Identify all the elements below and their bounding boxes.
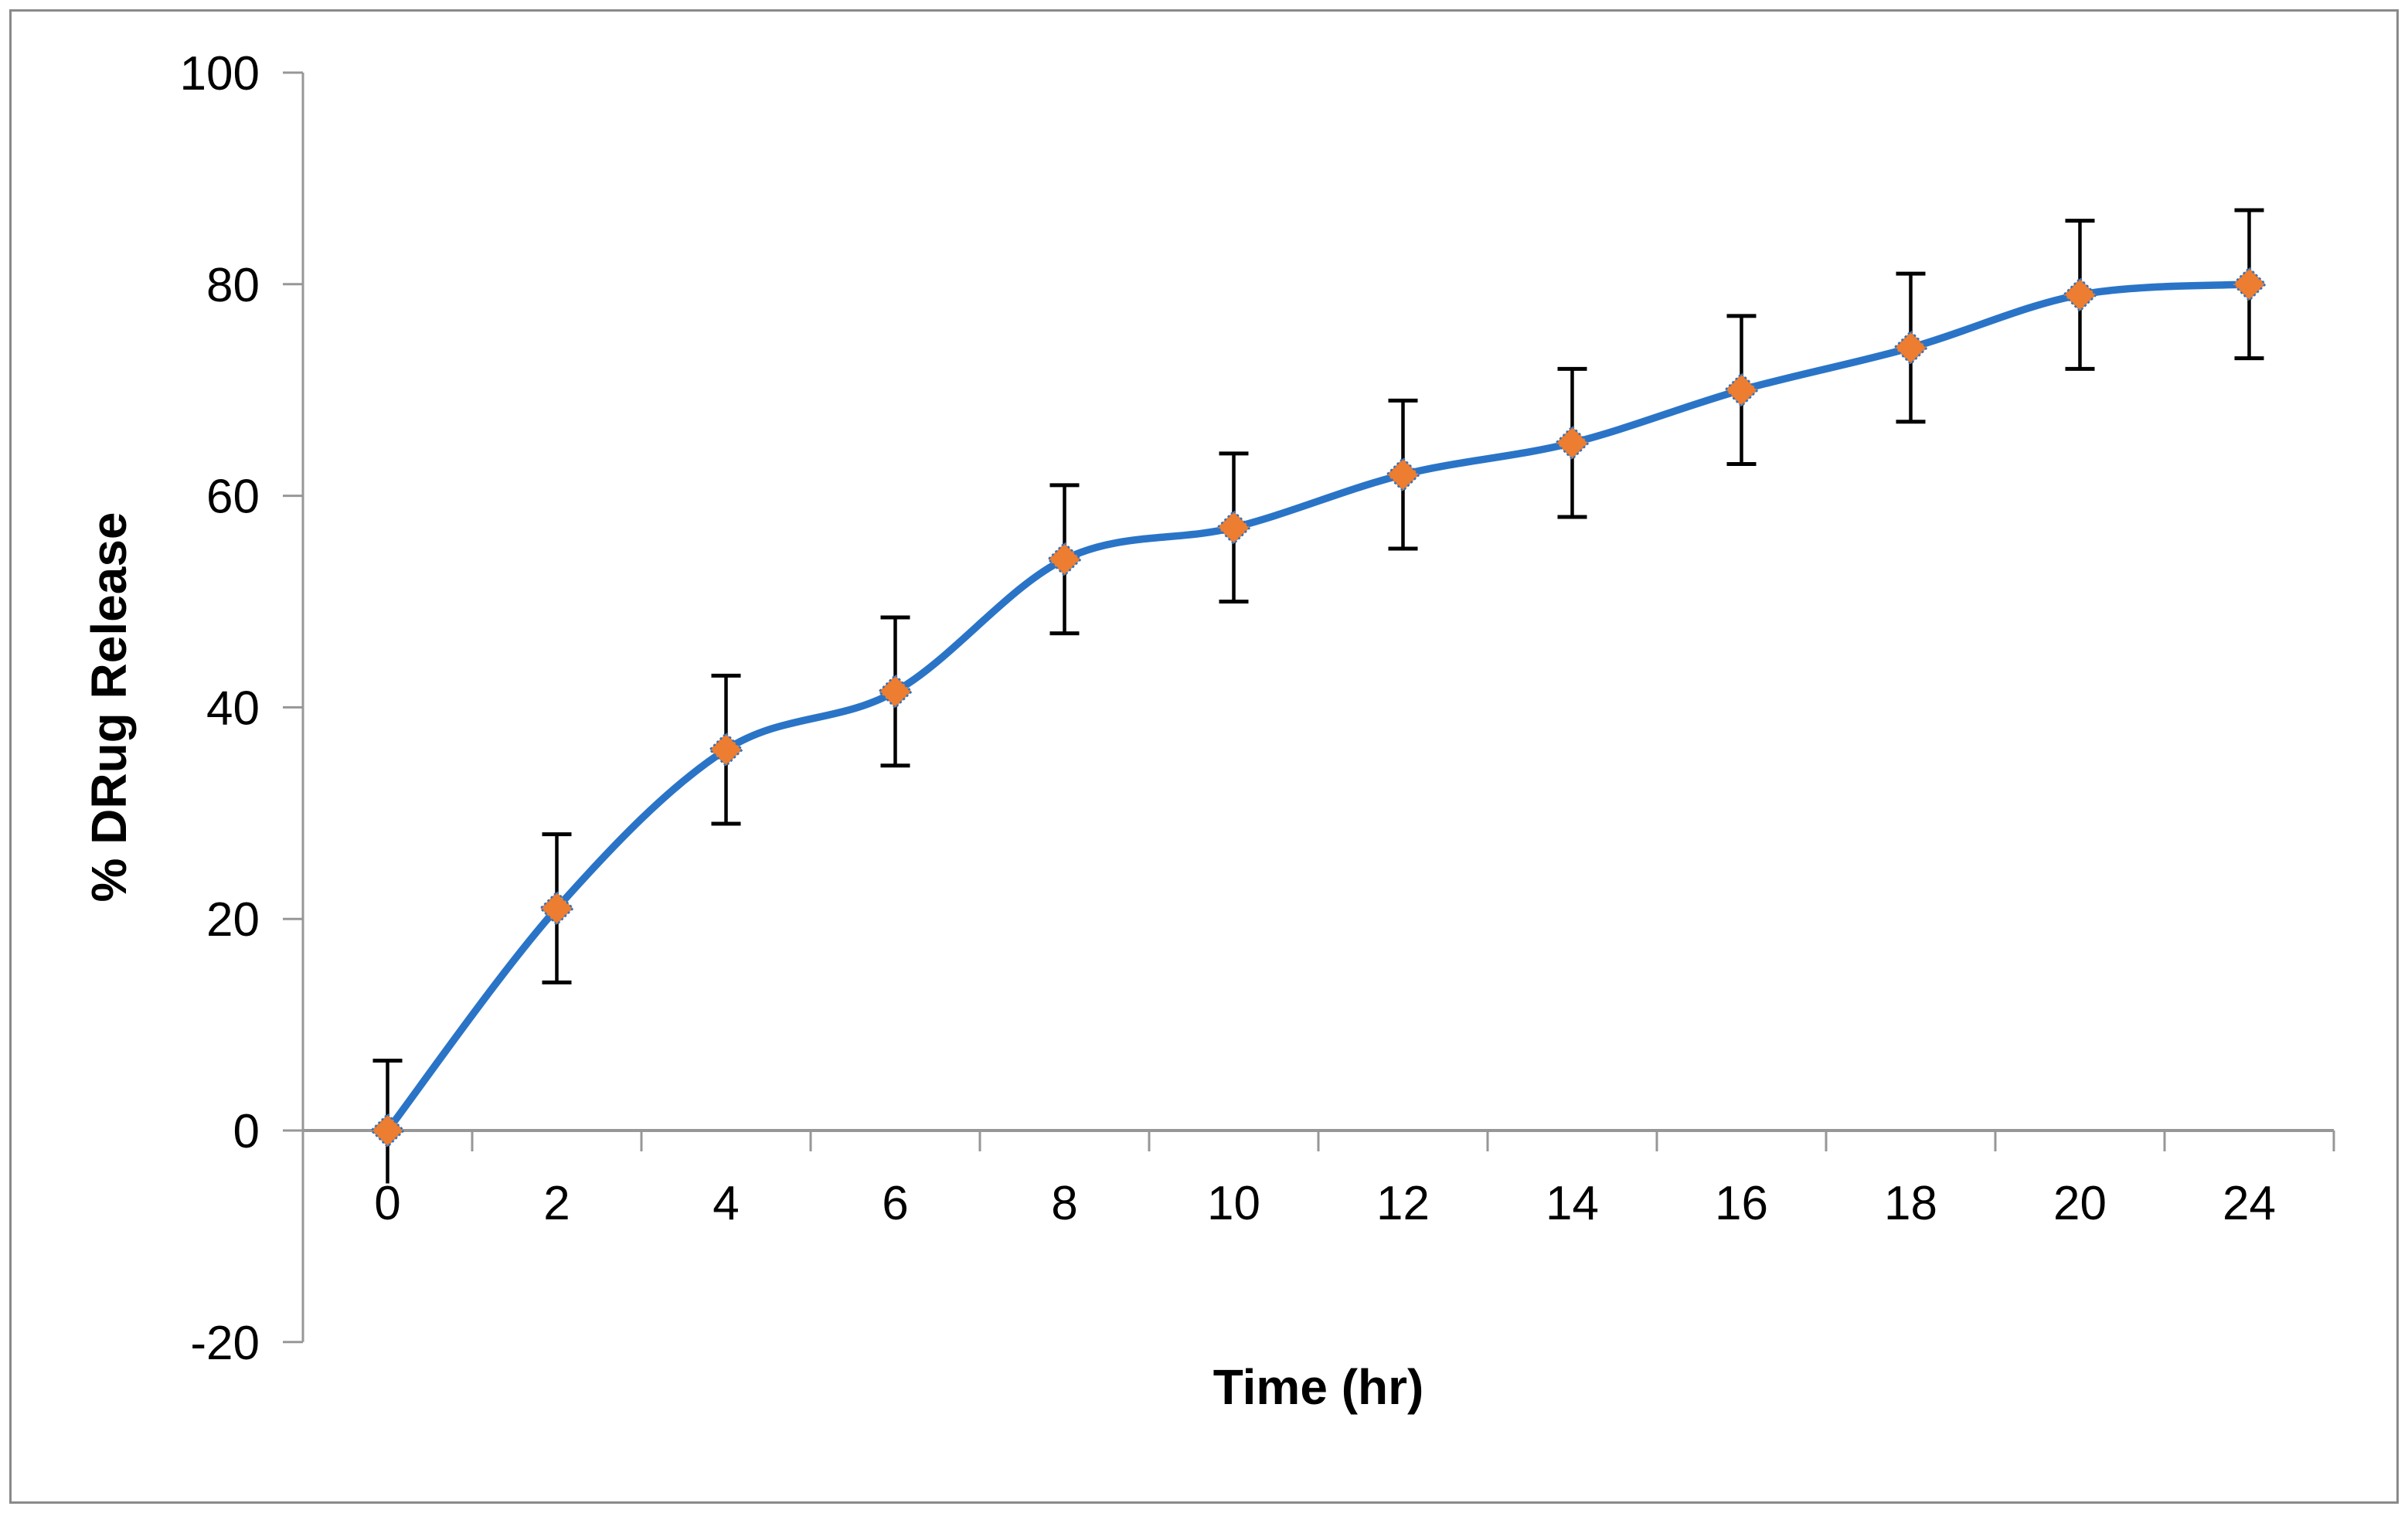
y-tick-label: 20 [206, 893, 260, 947]
data-point-marker [1723, 372, 1760, 408]
x-tick-label: 14 [1546, 1177, 1599, 1230]
data-point-marker [2231, 267, 2267, 302]
error-bars-layer [372, 208, 2264, 1184]
x-tick-label: 24 [2223, 1177, 2276, 1230]
data-point-marker [2062, 277, 2098, 313]
data-point-marker [877, 674, 913, 709]
x-tick-label: 16 [1715, 1177, 1768, 1230]
x-tick-label: 10 [1207, 1177, 1260, 1230]
data-point-marker [1046, 541, 1083, 577]
data-point-marker [539, 890, 575, 926]
x-tick-label: 0 [374, 1177, 400, 1230]
markers-layer [369, 267, 2267, 1148]
data-point-marker [1893, 330, 1929, 366]
series-line [383, 280, 2253, 1134]
x-tick-label: 8 [1051, 1177, 1077, 1230]
x-tick-label: 18 [1884, 1177, 1937, 1230]
data-point-marker [1385, 457, 1421, 492]
y-axis-title: % DRug Release [81, 512, 137, 902]
x-tick-label: 6 [882, 1177, 908, 1230]
data-point-marker [1554, 425, 1590, 461]
y-tick-label: -20 [190, 1317, 260, 1370]
x-axis-title: Time (hr) [1213, 1359, 1424, 1415]
y-tick-label: 80 [206, 259, 260, 312]
y-tick-label: 100 [180, 47, 260, 100]
data-point-marker [369, 1113, 406, 1148]
x-tick-label: 2 [543, 1177, 570, 1230]
x-tick-label: 12 [1376, 1177, 1430, 1230]
y-tick-label: 60 [206, 471, 260, 524]
x-tick-label: 20 [2053, 1177, 2107, 1230]
axes-layer [283, 71, 2335, 1344]
x-tick-label: 4 [713, 1177, 739, 1230]
y-tick-label: 40 [206, 682, 260, 735]
data-point-marker [1216, 509, 1252, 546]
figure-border [9, 9, 2399, 1504]
data-point-marker [708, 732, 744, 767]
y-tick-label: 0 [233, 1105, 260, 1158]
series-line-layer [383, 280, 2253, 1134]
